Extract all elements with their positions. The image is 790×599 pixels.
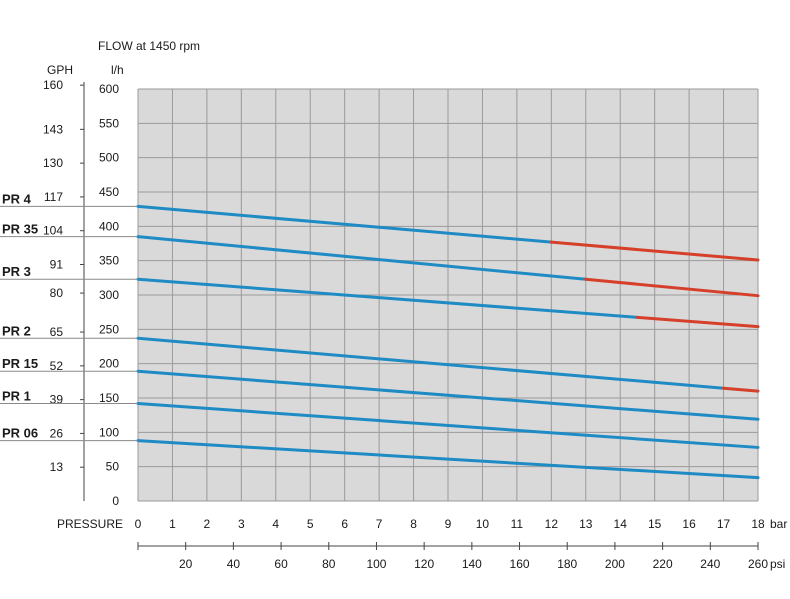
bar-tick-label: 17 <box>717 517 731 531</box>
lh-tick-label: 450 <box>99 185 119 199</box>
gph-tick-label: 52 <box>50 359 64 373</box>
bar-tick-label: 8 <box>410 517 417 531</box>
bar-tick-label: 11 <box>511 517 524 531</box>
series-line <box>136 336 726 390</box>
bar-tick-label: 13 <box>579 517 593 531</box>
bar-tick-label: 3 <box>238 517 245 531</box>
lh-tick-label: 300 <box>99 288 119 302</box>
gph-tick-label: 130 <box>43 156 63 170</box>
axis-frame <box>83 82 758 550</box>
lh-tick-label: 200 <box>99 357 119 371</box>
gph-unit: GPH <box>47 63 73 77</box>
bar-tick-label: 1 <box>169 517 176 531</box>
bar-tick-label: 5 <box>307 517 314 531</box>
model-label: PR 2 <box>2 323 31 338</box>
lh-tick-label: 150 <box>99 391 119 405</box>
series-limit-segment <box>549 240 760 262</box>
gph-tick-label: 13 <box>50 460 64 474</box>
bar-tick-label: 2 <box>204 517 211 531</box>
bar-tick-label: 6 <box>341 517 348 531</box>
model-label: PR 15 <box>2 356 38 371</box>
series-limit-segment <box>635 315 760 329</box>
psi-tick-label: 180 <box>557 557 577 571</box>
bar-tick-label: 14 <box>614 517 628 531</box>
chart-title: FLOW at 1450 rpm <box>98 39 200 53</box>
bar-tick-label: 4 <box>272 517 279 531</box>
series-lines <box>136 204 760 480</box>
bar-tick-label: 10 <box>476 517 490 531</box>
bar-unit: bar <box>770 517 787 531</box>
psi-tick-label: 40 <box>227 557 241 571</box>
lh-tick-label: 250 <box>99 322 119 336</box>
lh-tick-label: 600 <box>99 82 119 96</box>
lh-tick-label: 550 <box>99 116 119 130</box>
psi-tick-label: 220 <box>653 557 673 571</box>
gph-tick-label: 91 <box>50 257 64 271</box>
psi-tick-label: 260 <box>748 557 768 571</box>
psi-tick-label: 60 <box>274 557 288 571</box>
lh-tick-label: 50 <box>106 460 120 474</box>
lh-tick-label: 350 <box>99 254 119 268</box>
gph-tick-label: 65 <box>50 325 64 339</box>
lh-tick-label: 0 <box>112 494 119 508</box>
lh-unit: l/h <box>111 63 124 77</box>
lh-tick-label: 400 <box>99 219 119 233</box>
bar-tick-label: 15 <box>648 517 662 531</box>
bar-tick-label: 7 <box>376 517 383 531</box>
psi-tick-label: 200 <box>605 557 625 571</box>
lh-tick-label: 500 <box>99 151 119 165</box>
psi-tick-label: 120 <box>414 557 434 571</box>
bar-tick-label: 9 <box>445 517 452 531</box>
series-limit-segment <box>584 277 760 298</box>
gph-tick-label: 160 <box>43 78 63 92</box>
tick-labels: 0501001502002503003504004505005506001326… <box>43 78 768 571</box>
series-line <box>136 204 553 244</box>
gph-tick-label: 26 <box>50 426 64 440</box>
bar-tick-label: 12 <box>545 517 559 531</box>
gph-tick-label: 143 <box>43 122 63 136</box>
psi-tick-label: 80 <box>322 557 336 571</box>
psi-tick-label: 140 <box>462 557 482 571</box>
model-label: PR 4 <box>2 191 32 206</box>
model-label: PR 06 <box>2 426 38 441</box>
gph-tick-label: 80 <box>50 286 64 300</box>
model-label: PR 35 <box>2 222 38 237</box>
bar-tick-label: 16 <box>682 517 696 531</box>
model-label: PR 3 <box>2 264 31 279</box>
grid <box>137 88 759 502</box>
pressure-label: PRESSURE <box>57 517 123 531</box>
series-line <box>136 277 639 319</box>
psi-unit: psi <box>770 557 785 571</box>
gph-tick-label: 117 <box>44 190 63 204</box>
psi-tick-label: 20 <box>179 557 193 571</box>
psi-tick-label: 240 <box>700 557 720 571</box>
psi-tick-label: 160 <box>510 557 530 571</box>
gph-tick-label: 104 <box>43 224 63 238</box>
bar-tick-label: 0 <box>135 517 142 531</box>
series-limit-segment <box>722 386 760 393</box>
gph-tick-label: 39 <box>50 393 64 407</box>
series-line <box>136 235 588 281</box>
series-line <box>136 439 760 480</box>
psi-tick-label: 100 <box>366 557 386 571</box>
bar-tick-label: 18 <box>751 517 765 531</box>
series-line <box>136 401 760 449</box>
model-labels: PR 4 PR 35 PR 3 PR 2 PR 15 PR 1 PR 06 <box>0 191 138 442</box>
series-line <box>136 369 760 421</box>
lh-tick-label: 100 <box>99 425 119 439</box>
model-label: PR 1 <box>2 388 31 403</box>
